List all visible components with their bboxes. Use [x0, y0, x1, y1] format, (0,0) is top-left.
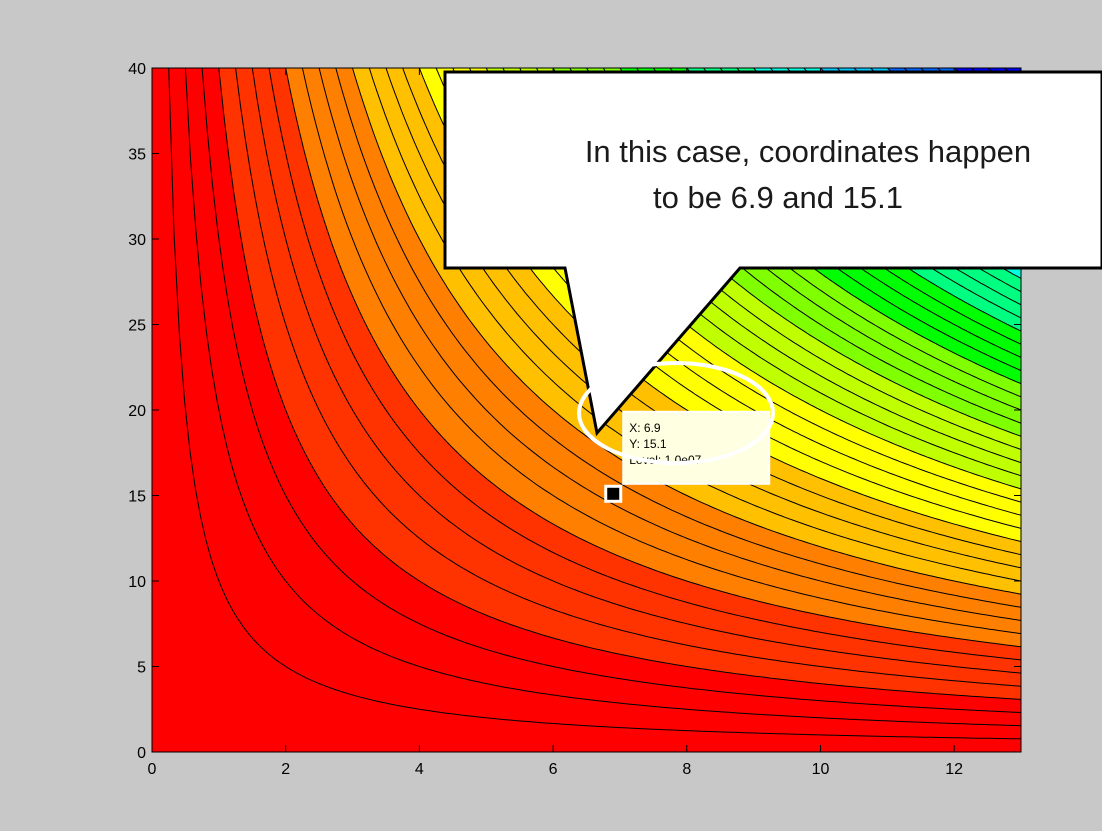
contour-line	[318, 68, 1021, 621]
contour-line	[235, 68, 1021, 687]
y-tick-label: 20	[128, 403, 146, 420]
x-tick-label: 8	[682, 761, 691, 778]
callout-line-1: In this case, coordinates happen	[585, 134, 1031, 169]
y-tick-label: 30	[128, 232, 146, 249]
contour-line	[168, 68, 1021, 740]
contour-line	[285, 68, 1021, 648]
highlight-ellipse	[577, 361, 775, 465]
contour-band	[152, 68, 1021, 752]
y-tick-label: 35	[128, 147, 146, 164]
contour-line	[335, 68, 1021, 608]
callout: In this case, coordinates happen to be 6…	[443, 70, 1102, 437]
x-tick-label: 6	[549, 761, 558, 778]
y-tick-label: 0	[137, 745, 146, 762]
x-tick-label: 10	[812, 761, 830, 778]
x-tick-label: 0	[148, 761, 157, 778]
y-tick-label: 25	[128, 318, 146, 335]
x-tick-label: 2	[281, 761, 290, 778]
axes: 0 2 4 6 8 10 12 0 5 10 15 20 25 30 35 40	[128, 61, 1022, 778]
contour-line	[268, 68, 1021, 661]
data-tip-line: X: 6.9	[629, 421, 661, 435]
contour-line	[352, 68, 1021, 595]
y-tick-label: 15	[128, 489, 146, 506]
contour-band	[152, 68, 1021, 752]
x-tick-label: 12	[945, 761, 963, 778]
x-tick-label: 4	[415, 761, 424, 778]
callout-bubble	[443, 70, 1102, 437]
y-tick-label: 5	[137, 660, 146, 677]
contour-line	[251, 68, 1021, 674]
y-tick-label: 40	[128, 61, 146, 78]
callout-line-2: to be 6.9 and 15.1	[653, 180, 903, 215]
y-tick-label: 10	[128, 574, 146, 591]
contour-line	[218, 68, 1021, 700]
contour-line	[184, 68, 1021, 727]
contour-line	[301, 68, 1021, 635]
data-tip-line: Y: 15.1	[629, 437, 667, 451]
data-marker[interactable]	[607, 487, 620, 500]
contour-line	[201, 68, 1021, 713]
